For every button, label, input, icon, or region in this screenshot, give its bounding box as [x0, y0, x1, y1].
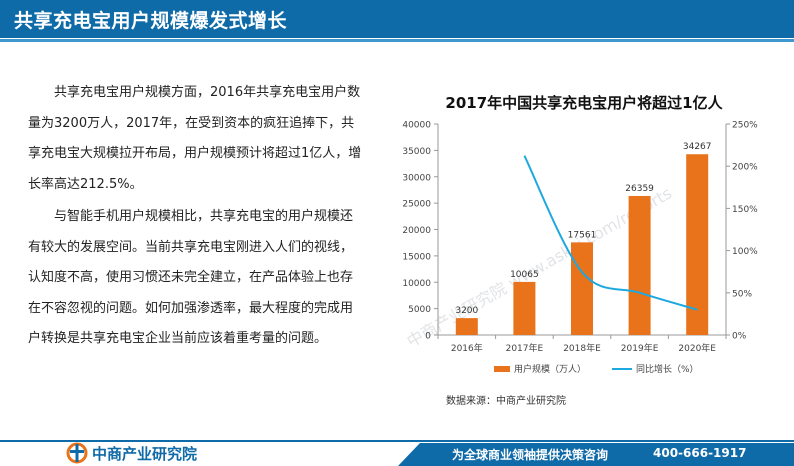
logo-text: 中商产业研究院 [92, 444, 198, 463]
y-left-tick-label: 35000 [402, 147, 431, 157]
x-tick-label: 2017年E [506, 342, 544, 354]
y-right-tick-label: 50% [732, 289, 752, 299]
bar [686, 154, 709, 335]
growth-line [523, 155, 698, 311]
footer-band-wedge [398, 443, 420, 466]
combo-chart: 中商产业研究院 www.askci.com/reports05000100001… [402, 121, 758, 408]
legend-swatch-bar [494, 366, 510, 372]
x-tick-label: 2020年E [678, 342, 716, 354]
bar [571, 242, 593, 335]
y-left-tick-label: 25000 [402, 200, 431, 210]
y-right-tick-label: 0% [732, 332, 747, 342]
y-right-tick-label: 100% [732, 247, 758, 257]
bar-label: 26359 [625, 184, 654, 194]
bar-label: 3200 [455, 306, 478, 316]
y-left-tick-label: 0 [425, 332, 431, 342]
y-left-tick-label: 30000 [402, 173, 431, 183]
y-left-tick-label: 20000 [402, 226, 431, 236]
chart-title: 2017年中国共享充电宝用户将超过1亿人 [445, 94, 723, 112]
x-tick-label: 2019年E [621, 342, 659, 354]
paragraph-1: 共享充电宝用户规模方面，2016年共享充电宝用户数量为3200万人，2017年，… [28, 85, 362, 192]
chart-panel: 2017年中国共享充电宝用户将超过1亿人 中商产业研究院 www.askci.c… [392, 82, 776, 422]
y-right-tick-label: 250% [732, 121, 758, 131]
paragraph-2: 与智能手机用户规模相比，共享充电宝的用户规模还有较大的发展空间。当前共享充电宝刚… [28, 209, 354, 346]
footer-slogan: 为全球商业领袖提供决策咨询 [452, 448, 609, 462]
y-left-tick-label: 10000 [402, 279, 431, 289]
chart-source: 数据来源：中商产业研究院 [446, 394, 566, 407]
bar [513, 281, 536, 335]
header-bar: 共享充电宝用户规模爆发式增长 [0, 0, 794, 38]
x-tick-label: 2016年 [451, 342, 483, 354]
bar [628, 195, 651, 335]
y-left-tick-label: 5000 [408, 305, 431, 315]
y-left-tick-label: 40000 [402, 121, 431, 131]
y-right-tick-label: 200% [732, 163, 758, 173]
y-right-tick-label: 150% [732, 205, 758, 215]
footer-phone: 400-666-1917 [653, 446, 747, 460]
footer-band [420, 443, 794, 466]
legend-label-bar: 用户规模（万人） [514, 363, 586, 375]
footer-divider [0, 440, 794, 442]
bar [455, 318, 478, 335]
bar-label: 10065 [510, 270, 539, 280]
page-title: 共享充电宝用户规模爆发式增长 [14, 10, 288, 32]
x-tick-label: 2018年E [563, 342, 601, 354]
footer: 中商产业研究院 为全球商业领袖提供决策咨询 400-666-1917 [0, 436, 794, 466]
header-stripe [0, 39, 794, 42]
y-left-tick-label: 15000 [402, 252, 431, 262]
footer-logo: 中商产业研究院 [66, 442, 197, 464]
header: 共享充电宝用户规模爆发式增长 [0, 0, 794, 46]
logo-icon [66, 442, 88, 464]
body-text: 共享充电宝用户规模方面，2016年共享充电宝用户数量为3200万人，2017年，… [28, 78, 363, 355]
bar-label: 17561 [568, 230, 597, 240]
legend-label-line: 同比增长（%） [636, 363, 699, 375]
bar-label: 34267 [683, 142, 712, 152]
